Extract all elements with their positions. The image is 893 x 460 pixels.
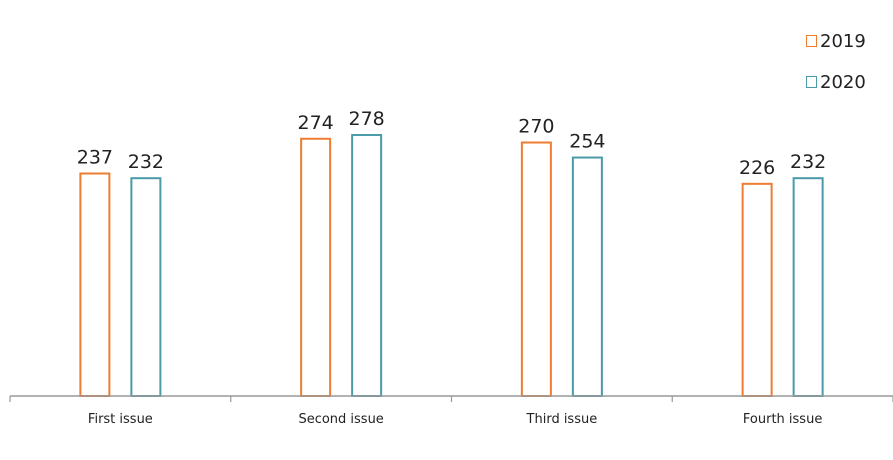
data-label: 232: [128, 151, 164, 173]
x-axis-ticks: [9, 396, 893, 402]
bar-2019-first-issue: [79, 172, 111, 397]
data-label: 278: [348, 108, 384, 130]
legend-item-2019: 2019: [806, 30, 866, 52]
value-labels-group: 237 232 274 278 270 254 226 232: [77, 108, 827, 179]
bar-2019-third-issue: [520, 141, 552, 397]
data-label: 270: [518, 116, 554, 138]
legend-swatch-2019: [806, 35, 817, 47]
data-label: 232: [790, 151, 826, 173]
legend-item-2020: 2020: [806, 71, 866, 93]
bar-2020-fourth-issue: [792, 177, 824, 397]
category-label: Third issue: [526, 412, 598, 427]
data-label: 274: [297, 112, 333, 134]
category-label: Second issue: [298, 412, 383, 427]
data-label: 237: [77, 147, 113, 169]
bar-2019-fourth-issue: [741, 182, 773, 397]
legend-label-2020: 2020: [820, 71, 866, 93]
legend-swatch-2020: [806, 76, 817, 88]
category-label: First issue: [88, 412, 153, 427]
bar-2019-second-issue: [300, 137, 332, 397]
category-labels-group: First issue Second issue Third issue Fourth…: [88, 412, 822, 427]
bar-2020-first-issue: [130, 177, 162, 397]
legend: 2019 2020: [806, 30, 866, 112]
data-label: 226: [739, 157, 775, 179]
data-label: 254: [569, 131, 605, 153]
legend-label-2019: 2019: [820, 30, 866, 52]
bar-2020-second-issue: [351, 134, 383, 397]
category-label: Fourth issue: [743, 412, 822, 427]
bars-group: [79, 134, 824, 397]
bar-2020-third-issue: [571, 156, 603, 397]
